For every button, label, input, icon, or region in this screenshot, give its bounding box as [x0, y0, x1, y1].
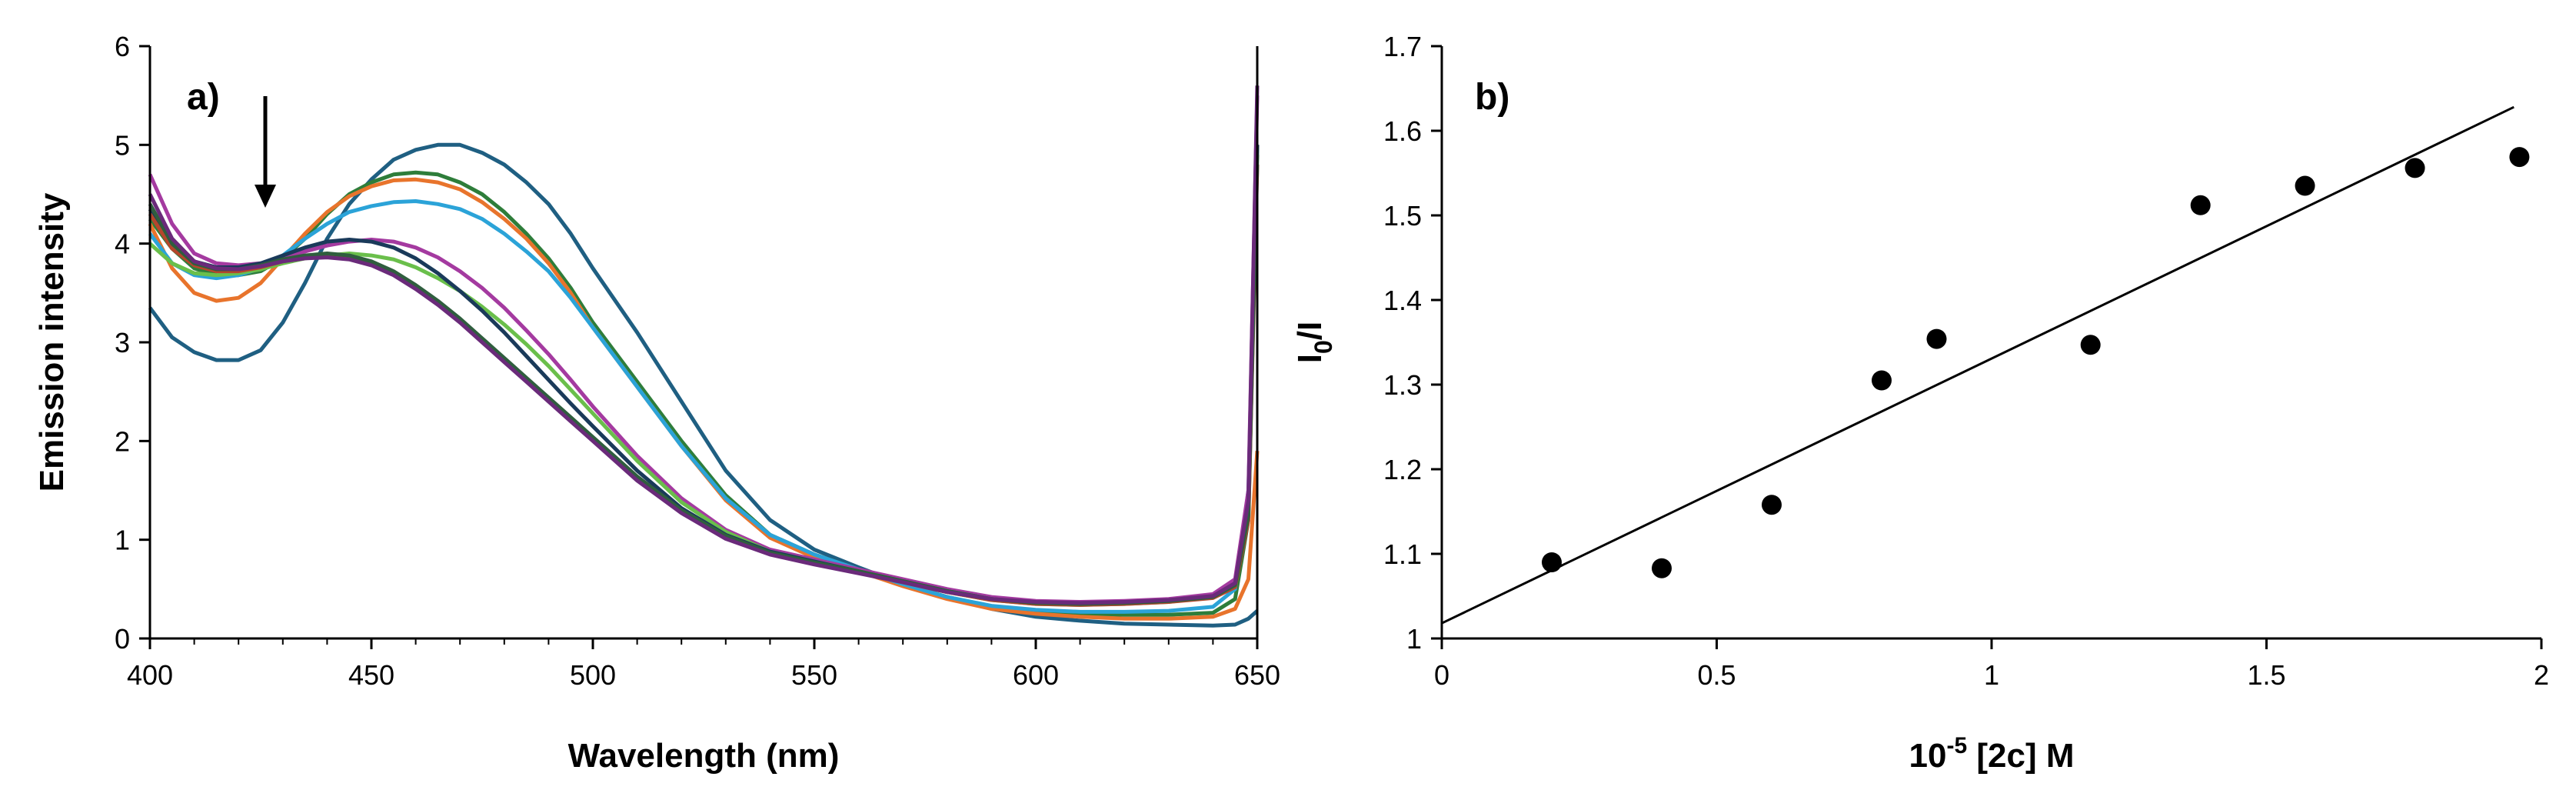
chart-a-series-line-1	[148, 142, 1259, 628]
chart-a-x-tick-label: 650	[1234, 659, 1280, 691]
chart-b-y-tick-label: 1.5	[1383, 200, 1422, 232]
chart-a-x-tick-label: 400	[127, 659, 173, 691]
chart-b-x-tick-label: 0	[1434, 659, 1449, 691]
chart-b-y-tick-label: 1	[1406, 623, 1422, 655]
chart-a-x-tick-label: 450	[348, 659, 394, 691]
chart-b-data-point	[1542, 552, 1562, 572]
chart-a-x-tick-label: 500	[570, 659, 616, 691]
chart-b-data-point	[2295, 175, 2315, 196]
chart-b-panel-label: b)	[1475, 77, 1509, 118]
chart-b-x-tick-label: 2	[2534, 659, 2549, 691]
chart-b-y-tick-label: 1.4	[1383, 285, 1422, 316]
chart-b-y-tick-label: 1.2	[1383, 454, 1422, 485]
chart-b-x-axis-label-rest: [2c] M	[1967, 737, 2074, 775]
chart-b-y-tick-label: 1.1	[1383, 538, 1422, 570]
chart-b-x-axis-label-exponent: -5	[1946, 733, 1967, 758]
chart-a-y-tick-label: 6	[115, 31, 130, 62]
chart-b-data-point	[1926, 328, 1947, 349]
chart-b-data-point	[2509, 147, 2530, 168]
chart-b-y-tick-label: 1.7	[1383, 31, 1422, 62]
chart-b-series-group	[1441, 105, 2530, 625]
chart-a-x-tick-label: 550	[791, 659, 837, 691]
chart-a: 400 450 500 550 600 650 0 1 2 3 4 5 6 a) Wavelength …	[33, 31, 1280, 775]
chart-a-plot-area	[150, 46, 1257, 638]
chart-b-plot-area	[1442, 46, 2541, 638]
chart-b-data-point	[2190, 195, 2211, 215]
chart-a-y-tick-label: 5	[115, 129, 130, 161]
chart-a-ticks: 400 450 500 550 600 650 0 1 2 3 4 5 6	[115, 31, 1280, 691]
chart-a-y-tick-label: 0	[115, 623, 130, 655]
chart-b-y-tick-label: 1.3	[1383, 369, 1422, 401]
chart-a-y-tick-label: 1	[115, 525, 130, 556]
chart-a-series-group	[148, 85, 1260, 628]
chart-a-panel-label: a)	[187, 77, 220, 118]
chart-a-x-axis-label: Wavelength (nm)	[568, 737, 840, 775]
chart-a-y-tick-label: 4	[115, 228, 130, 260]
chart-b-ticks: 0 0.5 1 1.5 2 1 1.1 1.2 1.3 1.4 1.5 1.6 1.7	[1383, 31, 2549, 691]
chart-a-y-tick-label: 2	[115, 425, 130, 457]
chart-b-fit-line	[1441, 105, 2514, 625]
chart-b-y-axis-label-rest: /I	[1291, 322, 1329, 340]
chart-b-y-tick-label: 1.6	[1383, 115, 1422, 147]
chart-b-x-tick-label: 1.5	[2247, 659, 2285, 691]
chart-a-y-tick-label: 3	[115, 327, 130, 358]
chart-b-data-point	[1652, 558, 1672, 578]
chart-a-y-axis-label: Emission intensity	[33, 192, 71, 492]
chart-b-x-tick-label: 0.5	[1697, 659, 1736, 691]
chart-b-data-point	[2405, 158, 2425, 178]
chart-b-data-point	[1762, 495, 1782, 515]
chart-b-x-tick-label: 1	[1984, 659, 1999, 691]
chart-b-data-point	[2080, 335, 2101, 355]
chart-b-x-axis-label: 10-5 [2c] M	[1909, 733, 2075, 775]
chart-b-data-point	[1872, 370, 1892, 391]
chart-b-y-axis-label: I0/I	[1291, 322, 1337, 363]
chart-b: 0 0.5 1 1.5 2 1 1.1 1.2 1.3 1.4 1.5 1.6 1.7 b) 10-5 …	[1291, 31, 2549, 775]
chart-b-x-axis-label-base: 10	[1909, 737, 1947, 775]
down-arrow-icon	[255, 96, 276, 208]
chart-b-y-axis-label-subscript: 0	[1310, 340, 1337, 354]
chart-b-y-axis-label-base: I	[1291, 354, 1329, 363]
chart-a-series-line-10	[148, 85, 1260, 605]
chart-a-x-tick-label: 600	[1013, 659, 1059, 691]
